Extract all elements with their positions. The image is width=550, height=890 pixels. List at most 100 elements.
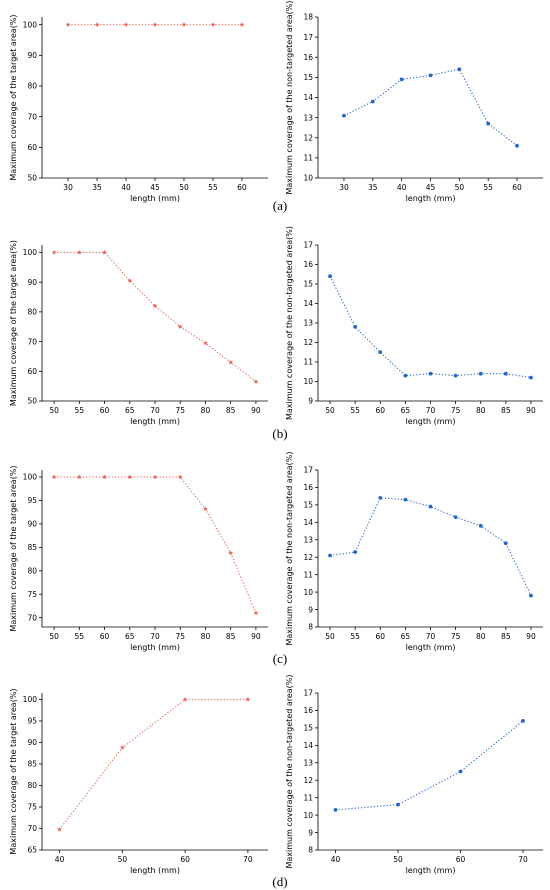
- y-tick-label: 12: [303, 553, 313, 562]
- panel-label-d: (d): [272, 874, 287, 889]
- y-axis-label: Maximum coverage of the target area(%): [9, 240, 18, 406]
- series-line: [54, 476, 257, 614]
- x-axis-label: length (mm): [406, 866, 456, 875]
- data-point: [119, 745, 125, 750]
- data-point: [328, 553, 332, 558]
- y-tick-label: 14: [303, 93, 313, 102]
- chart-7: 40 50 60 70 65 70 75 80 85 90 95 100 length (mm) Maxi…: [9, 688, 268, 875]
- series-line: [329, 497, 532, 596]
- x-tick-label: 65: [125, 632, 135, 641]
- y-tick-label: 60: [27, 367, 37, 376]
- data-point: [529, 375, 533, 380]
- data-point: [152, 22, 158, 27]
- x-tick-label: 50: [49, 406, 59, 415]
- data-point: [529, 593, 533, 598]
- y-tick-label: 10: [303, 811, 313, 820]
- chart-6: 50 55 60 65 70 75 80 85 90 8 9 10 11 12 13 14 15 16 17 leng…: [285, 451, 543, 652]
- chart-4: 50 55 60 65 70 75 80 85 90 9 10 11 12 13 14 15 16 17 lengt…: [285, 226, 543, 426]
- x-tick-label: 50: [179, 183, 189, 192]
- y-tick-label: 17: [303, 689, 313, 698]
- data-point: [396, 802, 400, 807]
- data-point: [428, 73, 433, 78]
- x-tick-label: 60: [237, 183, 247, 192]
- y-tick-label: 9: [308, 828, 313, 837]
- x-tick-label: 60: [180, 855, 190, 864]
- data-point: [228, 550, 234, 556]
- data-point: [253, 379, 259, 384]
- data-point: [403, 497, 408, 502]
- data-point: [127, 474, 133, 480]
- x-tick-label: 50: [325, 632, 335, 641]
- data-point: [515, 143, 519, 148]
- y-tick-label: 12: [303, 776, 313, 785]
- y-tick-label: 9: [308, 605, 313, 614]
- data-point: [228, 359, 234, 365]
- y-tick-label: 15: [303, 280, 313, 289]
- data-point: [486, 121, 491, 126]
- data-point: [181, 22, 187, 27]
- series-line: [329, 275, 532, 379]
- y-tick-label: 70: [27, 824, 37, 833]
- y-tick-label: 15: [303, 73, 313, 82]
- y-tick-label: 12: [303, 338, 313, 347]
- y-tick-label: 17: [303, 241, 313, 250]
- y-tick-label: 90: [27, 51, 37, 60]
- panel-label-c: (c): [273, 651, 287, 666]
- series-line: [335, 720, 524, 811]
- series-line: [343, 68, 518, 147]
- data-point: [245, 696, 251, 702]
- x-tick-label: 45: [426, 183, 436, 192]
- y-tick-label: 90: [27, 278, 37, 287]
- x-tick-label: 80: [476, 406, 486, 415]
- x-tick-label: 40: [55, 855, 65, 864]
- x-tick-label: 90: [251, 406, 261, 415]
- x-tick-label: 55: [350, 406, 360, 415]
- x-tick-label: 60: [512, 183, 522, 192]
- y-tick-label: 13: [303, 319, 313, 328]
- data-point: [453, 373, 458, 378]
- x-tick-label: 90: [526, 632, 536, 641]
- data-point: [403, 373, 408, 378]
- data-point: [123, 22, 129, 27]
- chart-8: 40 50 60 70 8 9 10 11 12 13 14 15 16 17 length (mm) Max…: [285, 674, 543, 875]
- data-point: [457, 67, 462, 72]
- x-tick-label: 75: [451, 406, 461, 415]
- x-tick-label: 80: [476, 632, 486, 641]
- x-tick-label: 80: [201, 406, 211, 415]
- x-axis-label: length (mm): [130, 417, 180, 426]
- data-point: [57, 826, 63, 832]
- y-tick-label: 16: [303, 706, 313, 715]
- y-tick-label: 13: [303, 113, 313, 122]
- y-tick-label: 75: [27, 803, 37, 812]
- y-tick-label: 8: [308, 623, 313, 632]
- chart-5: 50 55 60 65 70 75 80 85 90 70 75 80 85 90 95 100 length …: [9, 465, 268, 652]
- data-point: [428, 371, 433, 376]
- x-tick-label: 65: [401, 632, 411, 641]
- y-tick-label: 80: [27, 308, 37, 317]
- y-tick-label: 17: [303, 466, 313, 475]
- x-tick-label: 55: [350, 632, 360, 641]
- y-tick-label: 85: [27, 760, 37, 769]
- y-tick-label: 18: [303, 13, 313, 22]
- data-point: [478, 371, 483, 376]
- y-tick-label: 11: [303, 793, 313, 802]
- y-tick-label: 80: [27, 566, 37, 575]
- data-point: [333, 807, 338, 812]
- data-point: [503, 541, 508, 546]
- x-tick-label: 70: [426, 632, 436, 641]
- data-point: [202, 506, 208, 511]
- y-axis-label: Maximum coverage of the non-targeted are…: [285, 451, 294, 645]
- y-tick-label: 70: [27, 613, 37, 622]
- x-tick-label: 90: [526, 406, 536, 415]
- data-point: [328, 274, 332, 279]
- x-tick-label: 70: [150, 632, 160, 641]
- y-tick-label: 100: [23, 695, 38, 704]
- data-point: [76, 249, 82, 255]
- y-tick-label: 12: [303, 133, 313, 142]
- y-axis-label: Maximum coverage of the non-targeted are…: [285, 0, 294, 194]
- x-tick-label: 65: [401, 406, 411, 415]
- y-tick-label: 15: [303, 501, 313, 510]
- y-tick-label: 14: [303, 741, 313, 750]
- x-axis-label: length (mm): [406, 643, 456, 652]
- chart-2: 30 35 40 45 50 55 60 10 11 12 13 14 15 16 17 18 length (…: [285, 0, 543, 203]
